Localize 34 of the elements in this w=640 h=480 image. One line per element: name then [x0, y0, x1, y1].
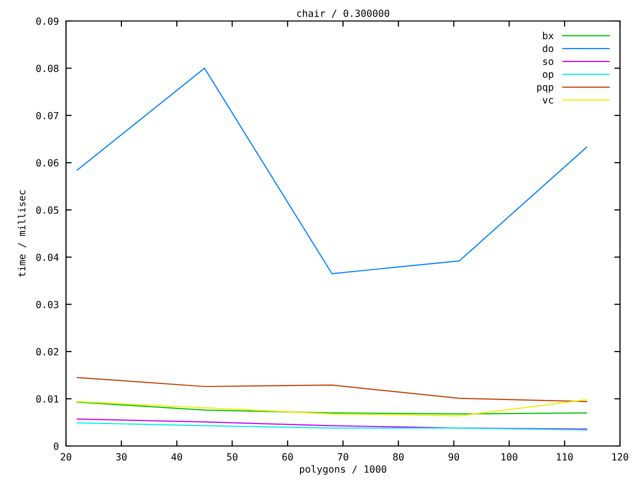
y-tick-label: 0.01: [36, 395, 58, 403]
x-tick-label: 50: [227, 453, 238, 461]
chart-title: chair / 0.300000: [297, 9, 390, 18]
y-axis-title: time / millisec: [18, 190, 26, 277]
y-tick-label: 0.08: [36, 64, 58, 72]
x-tick-label: 30: [116, 453, 127, 461]
x-tick-label: 90: [448, 453, 460, 461]
x-tick-label: 40: [171, 453, 182, 461]
x-tick-label: 110: [556, 453, 573, 461]
legend-label: vc: [542, 98, 554, 104]
y-tick-label: 0.06: [36, 159, 58, 167]
legend-label: so: [543, 59, 554, 65]
line-series: [76, 422, 588, 430]
line-series: [76, 418, 588, 430]
x-axis-title: polygons / 1000: [300, 465, 386, 475]
x-tick-label: 80: [393, 453, 404, 461]
y-tick-label: 0: [54, 442, 58, 450]
y-tick-label: 0.04: [36, 254, 59, 261]
y-tick-label: 0.09: [36, 18, 58, 25]
x-tick-label: 120: [612, 453, 628, 461]
x-tick-label: 20: [60, 453, 72, 461]
y-tick-label: 0.02: [36, 348, 58, 356]
legend-label: op: [542, 72, 554, 80]
x-tick-label: 60: [282, 453, 293, 461]
line-series: [76, 68, 588, 274]
legend-label: do: [542, 44, 554, 52]
legend-label: bx: [543, 32, 554, 40]
x-tick-label: 70: [338, 453, 348, 461]
y-tick-label: 0.05: [36, 206, 58, 214]
legend-label: pqp: [537, 85, 554, 93]
line-series: [76, 376, 588, 402]
x-tick-label: 100: [502, 453, 518, 461]
y-tick-label: 0.07: [36, 112, 58, 120]
y-tick-label: 0.03: [36, 300, 58, 308]
